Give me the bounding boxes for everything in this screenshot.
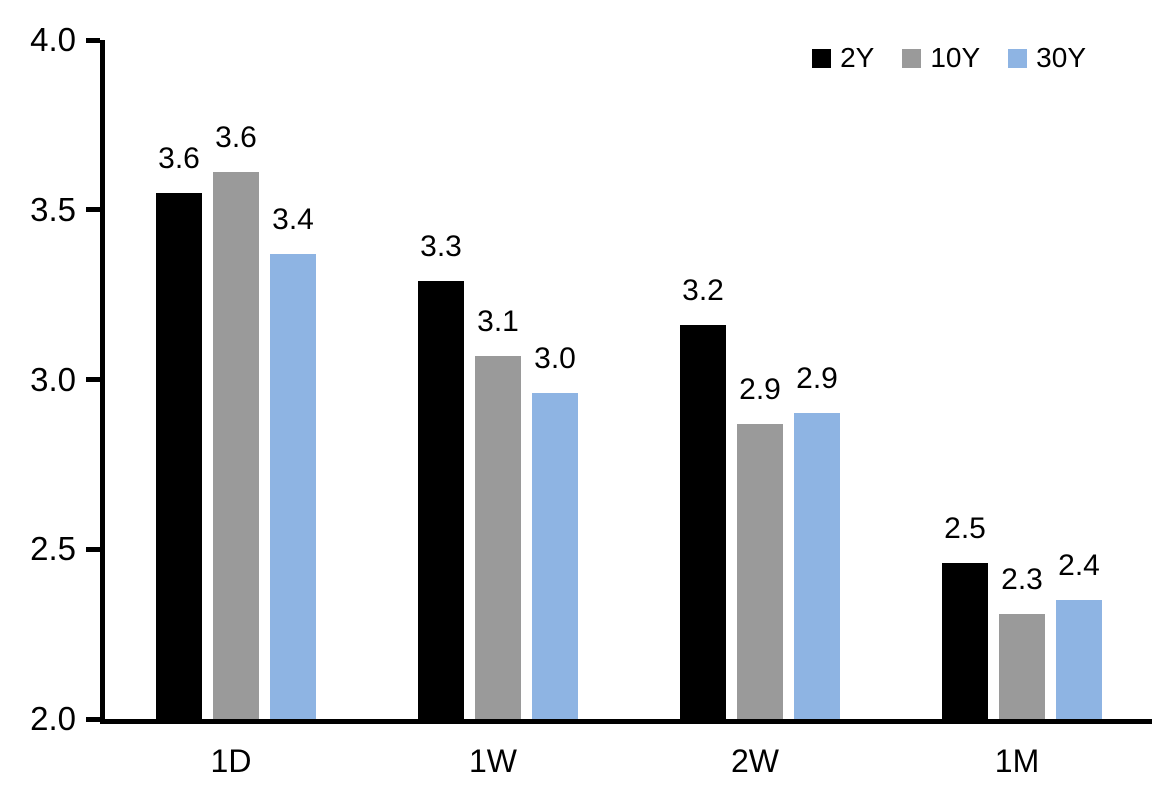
legend-label: 10Y — [930, 42, 981, 73]
y-tick-label: 4.0 — [30, 21, 76, 58]
bar-10y-1w: 3.1 — [475, 305, 521, 719]
bar-30y-1w: 3.0 — [532, 342, 578, 719]
y-axis-tick — [86, 207, 100, 213]
bar-value-label: 3.1 — [477, 304, 519, 338]
legend: 2Y 10Y 30Y — [812, 44, 1086, 72]
y-tick-label: 3.0 — [30, 360, 76, 398]
bar-value-label: 2.9 — [796, 362, 838, 396]
bar-2y-1d: 3.6 — [156, 142, 202, 719]
legend-swatch-icon — [1008, 48, 1028, 68]
bar-2y-1w: 3.3 — [418, 230, 464, 719]
bar-2y-2w: 3.2 — [680, 274, 726, 719]
bar-value-label: 3.4 — [272, 202, 314, 236]
legend-item-10y: 10Y — [902, 44, 980, 72]
y-tick-label: 3.5 — [30, 190, 76, 228]
x-category-label-2w: 2W — [731, 743, 779, 779]
bar-value-label: 2.5 — [944, 511, 986, 545]
y-axis-tick — [86, 546, 100, 552]
legend-label: 30Y — [1036, 42, 1086, 73]
legend-item-30y: 30Y — [1008, 44, 1086, 72]
legend-swatch-icon — [812, 48, 832, 68]
legend-swatch-icon — [902, 48, 922, 68]
y-axis-tick — [86, 377, 100, 382]
x-category-label-1m: 1M — [994, 743, 1040, 779]
bar-30y-1m: 2.4 — [1056, 549, 1102, 719]
y-axis-tick — [86, 37, 100, 43]
bar-group-1w: 3.3 3.1 3.0 — [367, 40, 629, 719]
bar-value-label: 3.3 — [420, 230, 462, 264]
bar-value-label: 3.0 — [534, 342, 576, 376]
legend-item-2y: 2Y — [812, 44, 874, 72]
legend-label: 2Y — [840, 42, 875, 73]
y-tick-label: 2.5 — [30, 530, 76, 568]
y-axis-tick — [86, 716, 100, 722]
x-category-label-1d: 1D — [210, 743, 252, 779]
bar-group-1m: 2.5 2.3 2.4 — [891, 40, 1152, 719]
x-category-label-1w: 1W — [469, 743, 517, 779]
bar-value-label: 2.3 — [1001, 562, 1043, 596]
bar-group-2w: 3.2 2.9 2.9 — [629, 40, 891, 719]
bar-value-label: 3.6 — [215, 121, 257, 155]
bar-30y-1d: 3.4 — [270, 203, 316, 719]
bar-10y-1m: 2.3 — [999, 563, 1045, 719]
y-tick-label: 2.0 — [30, 700, 76, 737]
bar-value-label: 3.2 — [682, 274, 724, 308]
bar-10y-1d: 3.6 — [213, 121, 259, 719]
bar-10y-2w: 2.9 — [737, 373, 783, 719]
bar-value-label: 3.6 — [158, 141, 200, 175]
bar-30y-2w: 2.9 — [794, 362, 840, 719]
plot-area: 3.6 3.6 3.4 3.3 3.1 3.0 3.2 2.9 2.9 2.5 2.3 2.4 — [100, 40, 1152, 724]
bar-2y-1m: 2.5 — [942, 512, 988, 719]
bar-value-label: 2.9 — [739, 372, 781, 406]
bar-value-label: 2.4 — [1058, 549, 1100, 583]
bar-group-1d: 3.6 3.6 3.4 — [105, 40, 367, 719]
